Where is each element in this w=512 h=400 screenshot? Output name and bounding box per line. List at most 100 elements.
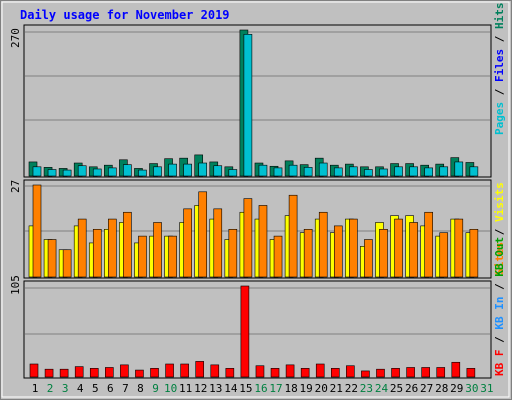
kb-bar-day-9 xyxy=(150,368,159,378)
kb-bar-day-15 xyxy=(240,285,250,378)
sites-bar-day-25 xyxy=(394,218,403,278)
day-label-18: 18 xyxy=(284,382,297,395)
legend-separator: / xyxy=(493,82,506,102)
files-bar-day-28 xyxy=(439,166,449,177)
legend-separator: / xyxy=(493,277,506,297)
kb-bar-day-21 xyxy=(330,368,340,378)
files-bar-day-2 xyxy=(47,169,57,177)
files-bar-day-20 xyxy=(318,162,328,177)
sites-bar-day-30 xyxy=(469,228,479,278)
kb-bar-day-22 xyxy=(346,365,355,378)
day-label-28: 28 xyxy=(435,382,448,395)
legend-sites: Sites xyxy=(493,242,506,275)
files-bar-day-24 xyxy=(379,168,388,177)
kb-bar-day-27 xyxy=(421,367,430,378)
files-bar-day-26 xyxy=(409,166,418,177)
files-bar-day-5 xyxy=(92,168,102,177)
files-bar-day-19 xyxy=(303,167,313,177)
legend-kb-out: KB Out xyxy=(493,237,506,277)
files-bar-day-18 xyxy=(288,164,298,177)
day-label-9: 9 xyxy=(152,382,159,395)
day-label-23: 23 xyxy=(360,382,373,395)
kb-bar-day-25 xyxy=(391,368,400,378)
files-bar-day-25 xyxy=(394,166,403,177)
kb-bar-day-6 xyxy=(105,367,114,378)
kb-bar-day-29 xyxy=(451,361,461,378)
files-bar-day-16 xyxy=(258,164,268,177)
files-bar-day-29 xyxy=(454,161,464,177)
files-bar-day-12 xyxy=(198,162,208,177)
sites-bar-day-14 xyxy=(228,228,238,278)
kb-bar-day-19 xyxy=(300,368,310,378)
legend-files: Files xyxy=(493,49,506,82)
day-label-8: 8 xyxy=(137,382,144,395)
legend-visits: Visits xyxy=(493,182,506,222)
legend-mid-text: Sites / Visits xyxy=(493,182,506,275)
sites-bar-day-8 xyxy=(138,235,147,278)
files-bar-day-6 xyxy=(108,167,117,177)
sites-bar-day-5 xyxy=(92,228,102,278)
files-bar-day-17 xyxy=(273,167,283,177)
day-label-25: 25 xyxy=(390,382,403,395)
day-label-27: 27 xyxy=(420,382,433,395)
kb-bar-day-8 xyxy=(135,369,144,378)
day-label-19: 19 xyxy=(300,382,313,395)
sites-bar-day-10 xyxy=(168,235,177,278)
day-label-29: 29 xyxy=(450,382,463,395)
day-label-15: 15 xyxy=(239,382,252,395)
sites-bar-day-7 xyxy=(123,211,132,278)
day-label-24: 24 xyxy=(375,382,389,395)
kb-bar-day-3 xyxy=(59,368,69,378)
panel-background xyxy=(23,24,492,178)
kb-bar-day-16 xyxy=(255,365,265,378)
sites-bar-day-4 xyxy=(77,218,87,278)
files-bar-day-1 xyxy=(32,166,42,177)
day-label-11: 11 xyxy=(179,382,192,395)
kb-bar-day-30 xyxy=(466,368,476,378)
day-label-4: 4 xyxy=(77,382,84,395)
legend-hits: Hits xyxy=(493,3,506,30)
sites-bar-day-11 xyxy=(183,208,192,278)
kbytes-panel xyxy=(23,280,492,379)
day-label-1: 1 xyxy=(32,382,39,395)
legend-separator: / xyxy=(493,222,506,242)
files-bar-day-9 xyxy=(153,166,162,177)
day-label-13: 13 xyxy=(209,382,222,395)
kb-bar-day-4 xyxy=(74,366,84,378)
sites-bar-day-1 xyxy=(32,184,42,278)
kb-bar-day-7 xyxy=(120,364,129,378)
hits-files-panel xyxy=(23,24,492,178)
kb-bar-day-26 xyxy=(406,367,415,378)
kb-bar-day-20 xyxy=(315,363,325,378)
visits-sites-panel xyxy=(23,179,492,279)
day-label-14: 14 xyxy=(224,382,238,395)
files-bar-day-3 xyxy=(62,169,72,177)
legend-separator: / xyxy=(493,330,506,350)
sites-bar-day-6 xyxy=(108,218,117,278)
sites-bar-day-24 xyxy=(379,228,388,278)
middle-panel-max-label: 27 xyxy=(9,180,22,193)
day-label-22: 22 xyxy=(345,382,358,395)
day-label-2: 2 xyxy=(47,382,54,395)
sites-bar-day-12 xyxy=(198,191,208,278)
day-label-17: 17 xyxy=(269,382,282,395)
middle-panel-legend: Sites / Visits xyxy=(493,182,506,275)
day-label-26: 26 xyxy=(405,382,418,395)
sites-bar-day-16 xyxy=(258,205,268,278)
sites-bar-day-15 xyxy=(243,198,253,278)
sites-bar-day-18 xyxy=(288,194,298,278)
kb-bar-day-28 xyxy=(436,367,446,378)
files-bar-day-4 xyxy=(77,165,87,177)
day-label-31: 31 xyxy=(480,382,493,395)
kb-bar-day-10 xyxy=(165,363,174,378)
files-bar-day-13 xyxy=(213,165,223,177)
files-bar-day-15 xyxy=(243,34,253,177)
files-bar-day-7 xyxy=(123,164,132,177)
files-bar-day-23 xyxy=(364,169,373,177)
top-panel-legend: Pages / Files / Hits xyxy=(493,3,506,136)
day-label-5: 5 xyxy=(92,382,99,395)
kb-bar-day-13 xyxy=(210,364,220,378)
kb-bar-day-5 xyxy=(89,368,99,378)
bottom-panel-legend: KB F / KB In / KB Out xyxy=(493,237,506,376)
